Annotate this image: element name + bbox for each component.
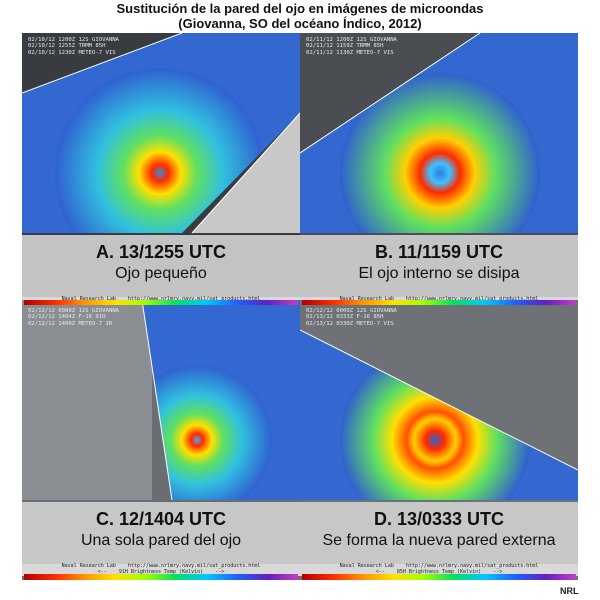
figure-title: Sustitución de la pared del ojo en imáge…	[0, 1, 600, 31]
image-header-b: 02/11/12 1200Z 12S GIOVANNA 02/11/12 115…	[306, 37, 397, 56]
caption-c: C. 12/1404 UTC Una sola pared del ojo	[22, 502, 300, 564]
microwave-image-a	[22, 33, 300, 313]
caption-code-b: B. 11/1159 UTC	[374, 242, 504, 262]
colorbar-d	[302, 574, 576, 580]
caption-code-d: D. 13/0333 UTC	[373, 509, 505, 529]
caption-code-c: C. 12/1404 UTC	[95, 509, 227, 529]
colorbar-c	[24, 574, 298, 580]
image-header-a: 02/10/12 1200Z 12S GIOVANNA 02/10/12 125…	[28, 37, 119, 56]
top-colorbar-d	[302, 300, 576, 305]
credit-c: Naval Research Lab http://www.nrlmry.nav…	[22, 563, 300, 576]
caption-desc-b: El ojo interno se disipa	[358, 265, 520, 282]
panel-b: 02/11/12 1200Z 12S GIOVANNA 02/11/12 115…	[300, 33, 578, 313]
caption-code-a: A. 13/1255 UTC	[95, 242, 227, 262]
title-line-2: (Giovanna, SO del océano Índico, 2012)	[178, 16, 422, 31]
source-credit: NRL	[560, 586, 579, 596]
caption-d: D. 13/0333 UTC Se forma la nueva pared e…	[300, 502, 578, 564]
caption-a: A. 13/1255 UTC Ojo pequeño	[22, 235, 300, 297]
title-line-1: Sustitución de la pared del ojo en imáge…	[116, 1, 484, 16]
caption-b: B. 11/1159 UTC El ojo interno se disipa	[300, 235, 578, 297]
caption-desc-d: Se forma la nueva pared externa	[322, 532, 556, 549]
image-header-c: 02/12/12 0000Z 12S GIOVANNA 02/12/12 140…	[28, 308, 119, 327]
caption-desc-c: Una sola pared del ojo	[80, 532, 242, 549]
panel-d: 02/12/12 0000Z 12S GIOVANNA 02/13/12 033…	[300, 300, 578, 580]
caption-desc-a: Ojo pequeño	[115, 265, 207, 282]
panel-c: 02/12/12 0000Z 12S GIOVANNA 02/12/12 140…	[22, 300, 300, 580]
panel-a: 02/10/12 1200Z 12S GIOVANNA 02/10/12 125…	[22, 33, 300, 313]
credit-d: Naval Research Lab http://www.nrlmry.nav…	[300, 563, 578, 576]
image-header-d: 02/12/12 0000Z 12S GIOVANNA 02/13/12 033…	[306, 308, 397, 327]
top-colorbar-c	[24, 300, 298, 305]
